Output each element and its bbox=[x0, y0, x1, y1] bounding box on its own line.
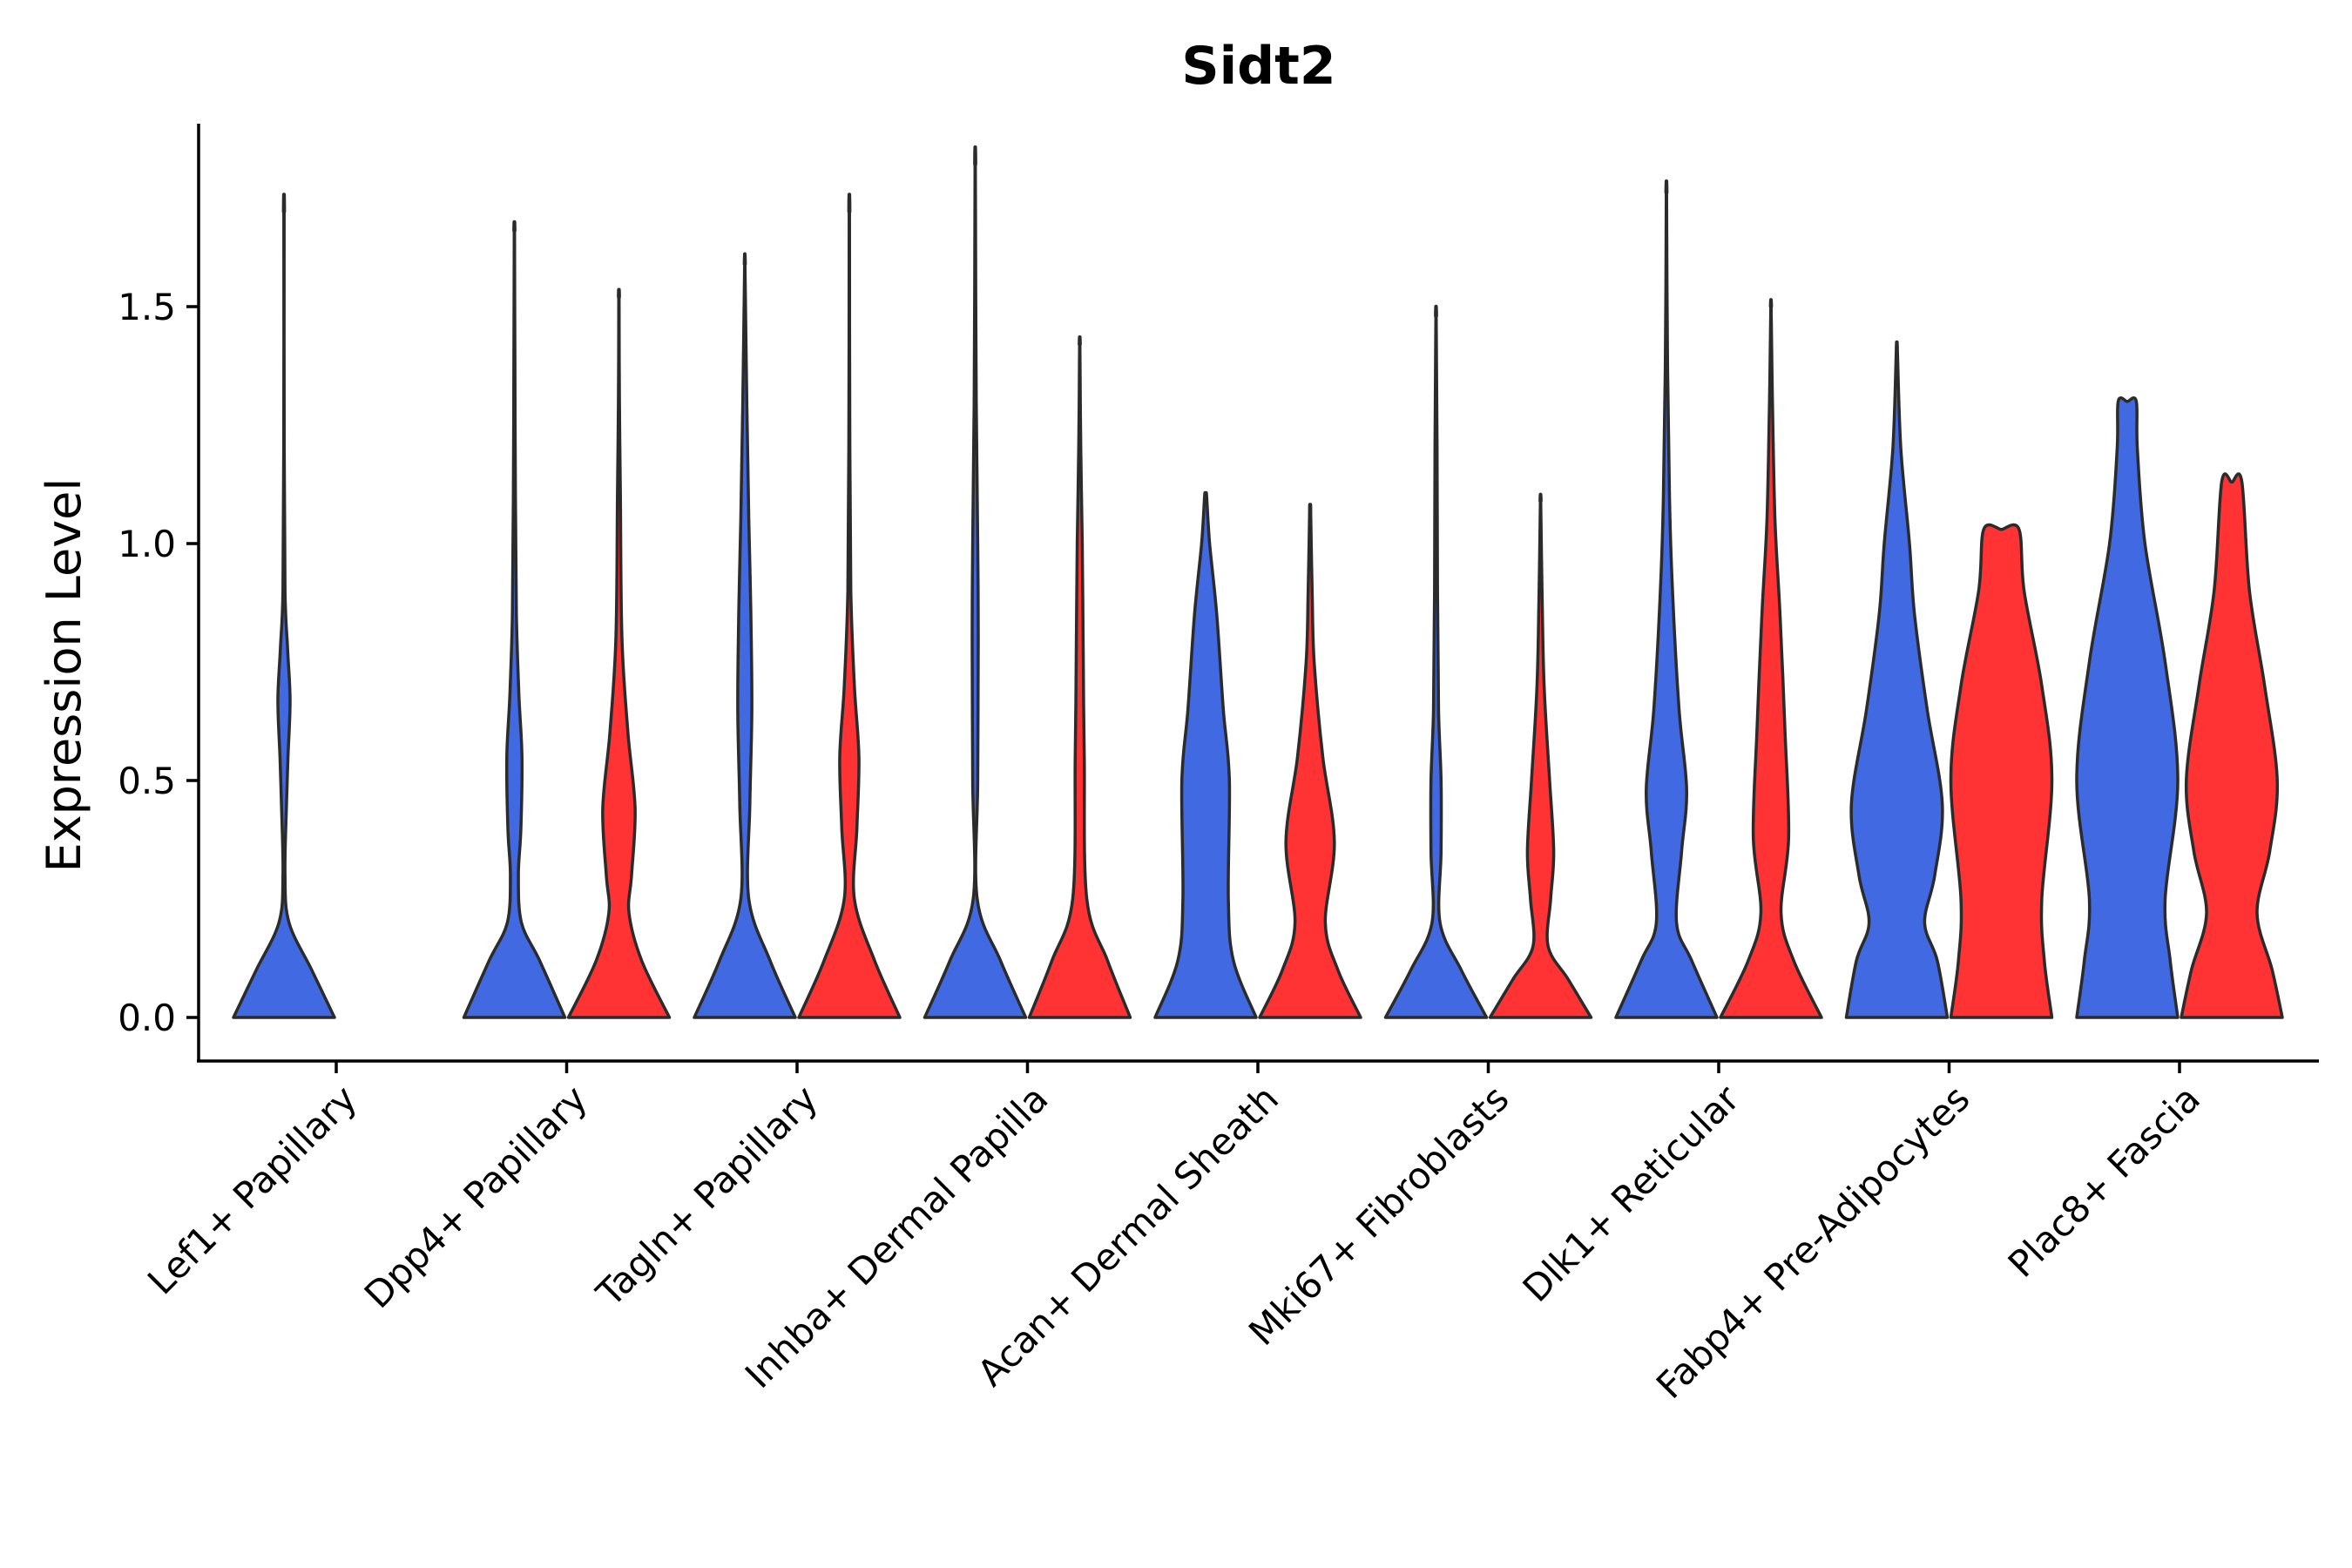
y-tick-label: 0.0 bbox=[118, 997, 176, 1039]
violin-1-group-2 bbox=[566, 287, 672, 1019]
violin-3-group-2 bbox=[1027, 335, 1132, 1019]
violin-8-group-1 bbox=[2075, 396, 2180, 1019]
violins-layer bbox=[232, 145, 2284, 1019]
violin-0-group-1 bbox=[232, 193, 336, 1019]
violin-6-group-2 bbox=[1719, 298, 1823, 1019]
y-axis-label: Expression Level bbox=[37, 478, 91, 873]
x-tick-label: Mki67+ Fibroblasts bbox=[1240, 1077, 1517, 1353]
y-tick-label: 1.5 bbox=[118, 286, 176, 328]
violin-7-group-2 bbox=[1949, 523, 2054, 1019]
y-tick-label: 0.5 bbox=[118, 760, 176, 802]
violin-2-group-1 bbox=[693, 252, 797, 1019]
violin-8-group-2 bbox=[2180, 472, 2284, 1019]
violin-1-group-1 bbox=[462, 220, 567, 1019]
x-tick-label: Dlk1+ Reticular bbox=[1515, 1077, 1748, 1310]
x-tick-label: Dpp4+ Papillary bbox=[356, 1077, 596, 1316]
x-tick-label: Tagln+ Papillary bbox=[588, 1077, 826, 1315]
x-tick-label: Lef1+ Papillary bbox=[139, 1077, 365, 1302]
violin-6-group-1 bbox=[1614, 179, 1719, 1019]
violin-4-group-1 bbox=[1153, 490, 1258, 1019]
violin-4-group-2 bbox=[1258, 503, 1362, 1019]
violin-7-group-1 bbox=[1844, 340, 1950, 1019]
chart-title: Sidt2 bbox=[1181, 36, 1335, 97]
violin-5-group-1 bbox=[1383, 304, 1489, 1019]
violin-2-group-2 bbox=[797, 193, 902, 1019]
x-tick-label: Plac8+ Fascia bbox=[2000, 1077, 2208, 1285]
violin-5-group-2 bbox=[1488, 492, 1593, 1019]
y-tick-label: 1.0 bbox=[118, 523, 176, 565]
y-ticks-layer: 0.0 0.5 1.0 1.5 bbox=[118, 286, 199, 1039]
violin-3-group-1 bbox=[923, 145, 1028, 1019]
